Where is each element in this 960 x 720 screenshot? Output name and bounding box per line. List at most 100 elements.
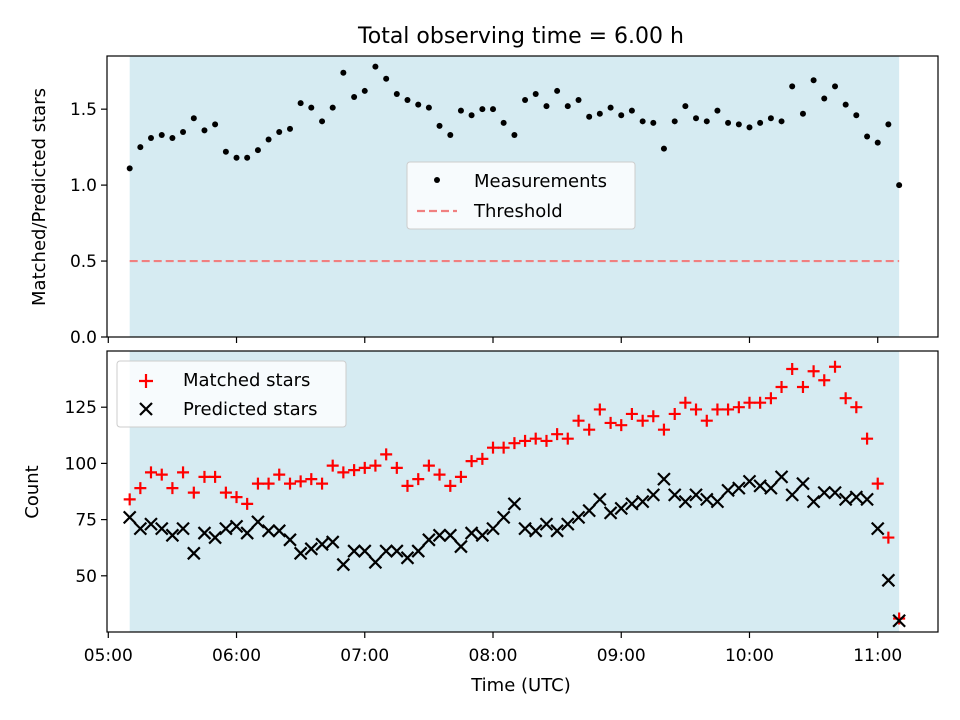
matched-star-point (540, 434, 553, 447)
predicted-star-point (315, 537, 329, 552)
predicted-star-point (304, 542, 319, 556)
matched-star-point (433, 468, 446, 481)
predicted-star-point (422, 533, 436, 547)
measurement-point (233, 154, 240, 161)
predicted-stars-layer (122, 470, 906, 628)
predicted-star-point (165, 528, 180, 543)
predicted-star-point (122, 510, 137, 525)
measurement-point (789, 83, 796, 90)
predicted-star-point (357, 544, 372, 558)
y-tick-label: 50 (75, 567, 97, 587)
predicted-star-point (838, 492, 853, 507)
measurement-point (286, 125, 293, 132)
measurement-point (297, 100, 304, 107)
matched-star-point (572, 414, 585, 427)
predicted-star-point (507, 497, 522, 511)
predicted-star-point (379, 544, 393, 558)
measurement-point (767, 115, 774, 122)
y-tick-label: 0.0 (70, 328, 97, 348)
predicted-star-point (785, 488, 799, 502)
legend-measurements-label: Measurements (474, 171, 607, 192)
measurement-point (180, 128, 187, 135)
top-plot-frame (106, 55, 939, 338)
legend-matched-label: Matched stars (183, 370, 310, 391)
measurement-point (490, 106, 497, 113)
measurement-point (308, 104, 315, 111)
x-tick-label: 07:00 (340, 646, 389, 666)
predicted-star-point (400, 551, 415, 565)
matched-star-point (625, 407, 638, 420)
measurement-point (340, 69, 347, 76)
measurement-point (212, 121, 219, 128)
measurement-point (468, 112, 475, 119)
measurement-point (479, 106, 486, 113)
measurement-point (575, 97, 582, 104)
predicted-star-point (539, 517, 554, 531)
measurement-point (254, 147, 261, 154)
matched-star-point (230, 491, 243, 504)
legend-threshold-label: Threshold (473, 201, 563, 222)
matched-star-point (284, 477, 296, 490)
measurement-point (586, 113, 593, 120)
measurement-point (190, 115, 197, 122)
predicted-star-point (892, 613, 906, 628)
legend-predicted-marker (139, 402, 153, 416)
x-tick-label: 10:00 (725, 646, 774, 666)
matched-star-point (412, 473, 425, 486)
predicted-star-point (614, 501, 629, 516)
matched-star-point (155, 468, 168, 481)
measurement-point (543, 103, 550, 110)
predicted-star-point (518, 521, 532, 536)
legend-matched-marker (139, 374, 153, 388)
matched-star-point (711, 403, 724, 416)
legend-predicted-label: Predicted stars (183, 399, 317, 420)
predicted-star-point (443, 528, 458, 543)
y-tick-label: 0.5 (70, 252, 97, 272)
matched-star-point (123, 493, 136, 506)
predicted-star-point (411, 544, 426, 558)
predicted-star-point (293, 546, 308, 561)
matched-star-point (796, 380, 809, 393)
predicted-star-point (764, 481, 778, 495)
matched-star-point (657, 423, 670, 436)
measurement-point (607, 104, 614, 111)
predicted-star-point (732, 481, 746, 495)
matched-star-point (861, 432, 874, 445)
measurement-point (361, 87, 368, 94)
matched-star-point (807, 365, 820, 378)
bottom-legend: Matched stars Predicted stars (116, 360, 347, 428)
predicted-star-point (176, 521, 190, 536)
measurement-point (126, 165, 133, 172)
matched-star-point (497, 441, 510, 454)
matched-star-point (636, 414, 649, 427)
predicted-star-point (208, 530, 222, 545)
matched-star-point (380, 448, 393, 461)
predicted-star-point (197, 526, 212, 540)
predicted-star-point (154, 521, 169, 536)
predicted-star-point (849, 490, 864, 504)
measurement-point (158, 131, 165, 138)
measurement-point (532, 90, 539, 97)
predicted-star-point (261, 524, 276, 538)
matched-star-point (177, 466, 190, 479)
predicted-star-point (689, 488, 703, 502)
predicted-star-point (742, 474, 757, 489)
y-tick-label: 100 (65, 454, 97, 474)
predicted-star-point (464, 526, 479, 540)
measurement-point (885, 121, 892, 128)
measurement-point (714, 107, 721, 114)
measurement-point (874, 139, 881, 146)
measurement-point (746, 124, 753, 131)
matched-star-point (561, 432, 574, 445)
figure-title: Total observing time = 6.00 h (357, 24, 684, 49)
measurement-point (842, 101, 849, 108)
measurement-point (511, 131, 518, 138)
measurement-point (564, 103, 571, 110)
matched-star-point (529, 432, 542, 445)
matched-star-point (508, 437, 521, 450)
matched-star-point (166, 482, 179, 495)
measurement-point (169, 135, 176, 142)
matched-star-point (348, 464, 361, 477)
predicted-star-point (325, 535, 340, 549)
matched-star-point (187, 486, 200, 499)
